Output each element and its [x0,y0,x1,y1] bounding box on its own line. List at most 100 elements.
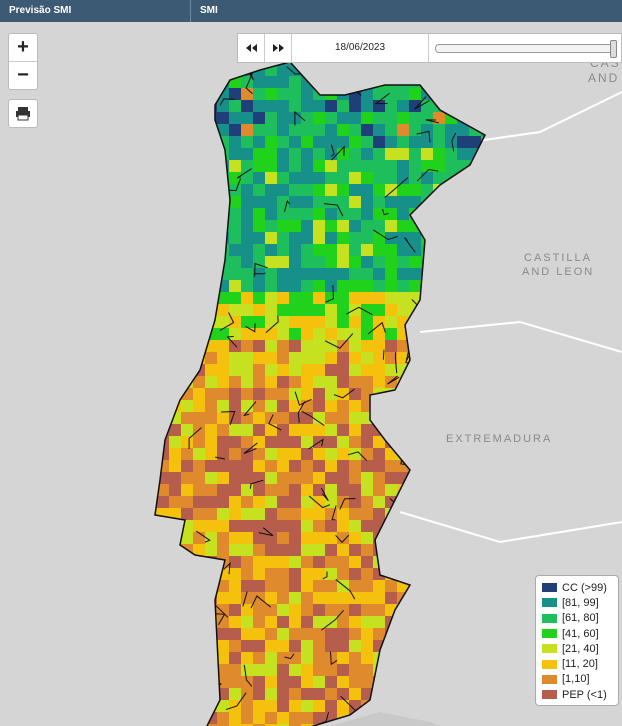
grid-cell [155,460,157,472]
grid-cell [169,532,181,544]
grid-cell [157,184,169,196]
grid-cell [337,628,349,640]
grid-cell [337,544,349,556]
grid-cell [241,676,253,688]
boundary [394,418,413,427]
step-forward[interactable] [265,34,292,62]
grid-cell [217,496,229,508]
grid-cell [349,220,361,232]
zoom-out[interactable]: − [9,61,37,89]
grid-cell [301,352,313,364]
grid-cell [241,268,253,280]
boundary [460,534,474,551]
grid-cell [445,640,457,652]
boundary [414,96,430,110]
grid-cell [229,148,241,160]
grid-cell [253,232,265,244]
grid-cell [445,652,457,664]
grid-cell [193,400,205,412]
grid-cell [289,364,301,376]
grid-cell [169,652,181,664]
grid-cell [409,160,421,172]
grid-cell [157,532,169,544]
grid-cell [325,352,337,364]
grid-cell [253,196,265,208]
grid-cell [289,388,301,400]
grid-cell [253,724,265,726]
step-back[interactable] [238,34,265,62]
grid-cell [397,412,409,424]
grid-cell [155,124,157,136]
grid-cell [193,484,205,496]
grid-cell [445,280,457,292]
grid-cell [265,640,277,652]
grid-cell [313,508,325,520]
grid-cell [157,592,169,604]
grid-cell [457,484,469,496]
grid-cell [169,62,181,64]
grid-cell [301,472,313,484]
grid-cell [457,76,469,88]
grid-cell [157,676,169,688]
grid-cell [373,124,385,136]
grid-cell [253,364,265,376]
grid-cell [445,496,457,508]
grid-cell [457,532,469,544]
legend-item: [61, 80] [542,611,618,626]
grid-cell [241,292,253,304]
grid-cell [277,304,289,316]
slider-knob[interactable] [610,40,617,58]
grid-cell [433,460,445,472]
grid-cell [481,568,485,580]
grid-cell [217,592,229,604]
grid-cell [349,460,361,472]
grid-cell [325,124,337,136]
grid-cell [445,196,457,208]
grid-cell [409,448,421,460]
print-button[interactable] [8,99,38,128]
grid-cell [157,436,169,448]
grid-cell [253,256,265,268]
grid-cell [253,88,265,100]
grid-cell [169,676,181,688]
grid-cell [313,244,325,256]
boundary [458,233,474,248]
grid-cell [157,616,169,628]
grid-cell [433,256,445,268]
grid-cell [373,460,385,472]
grid-cell [217,340,229,352]
grid-cell [337,352,349,364]
grid-cell [349,616,361,628]
grid-cell [157,376,169,388]
grid-cell [397,604,409,616]
grid-cell [325,244,337,256]
grid-cell [155,388,157,400]
grid-cell [349,508,361,520]
grid-cell [349,388,361,400]
time-slider[interactable] [428,34,622,62]
grid-cell [325,364,337,376]
grid-cell [313,64,325,76]
grid-cell [205,628,217,640]
grid-cell [155,184,157,196]
zoom-in[interactable]: + [17,36,29,58]
grid-cell [397,436,409,448]
grid-cell [457,664,469,676]
grid-cell [193,628,205,640]
grid-cell [373,88,385,100]
grid-cell [481,340,485,352]
grid-cell [433,400,445,412]
grid-cell [193,328,205,340]
grid-cell [253,160,265,172]
grid-cell [205,424,217,436]
grid-cell [241,484,253,496]
grid-cell [241,556,253,568]
grid-cell [193,472,205,484]
grid-cell [155,136,157,148]
grid-cell [241,376,253,388]
grid-cell [445,676,457,688]
grid-cell [481,256,485,268]
boundary [424,387,443,402]
grid-cell [469,508,481,520]
grid-cell [289,400,301,412]
